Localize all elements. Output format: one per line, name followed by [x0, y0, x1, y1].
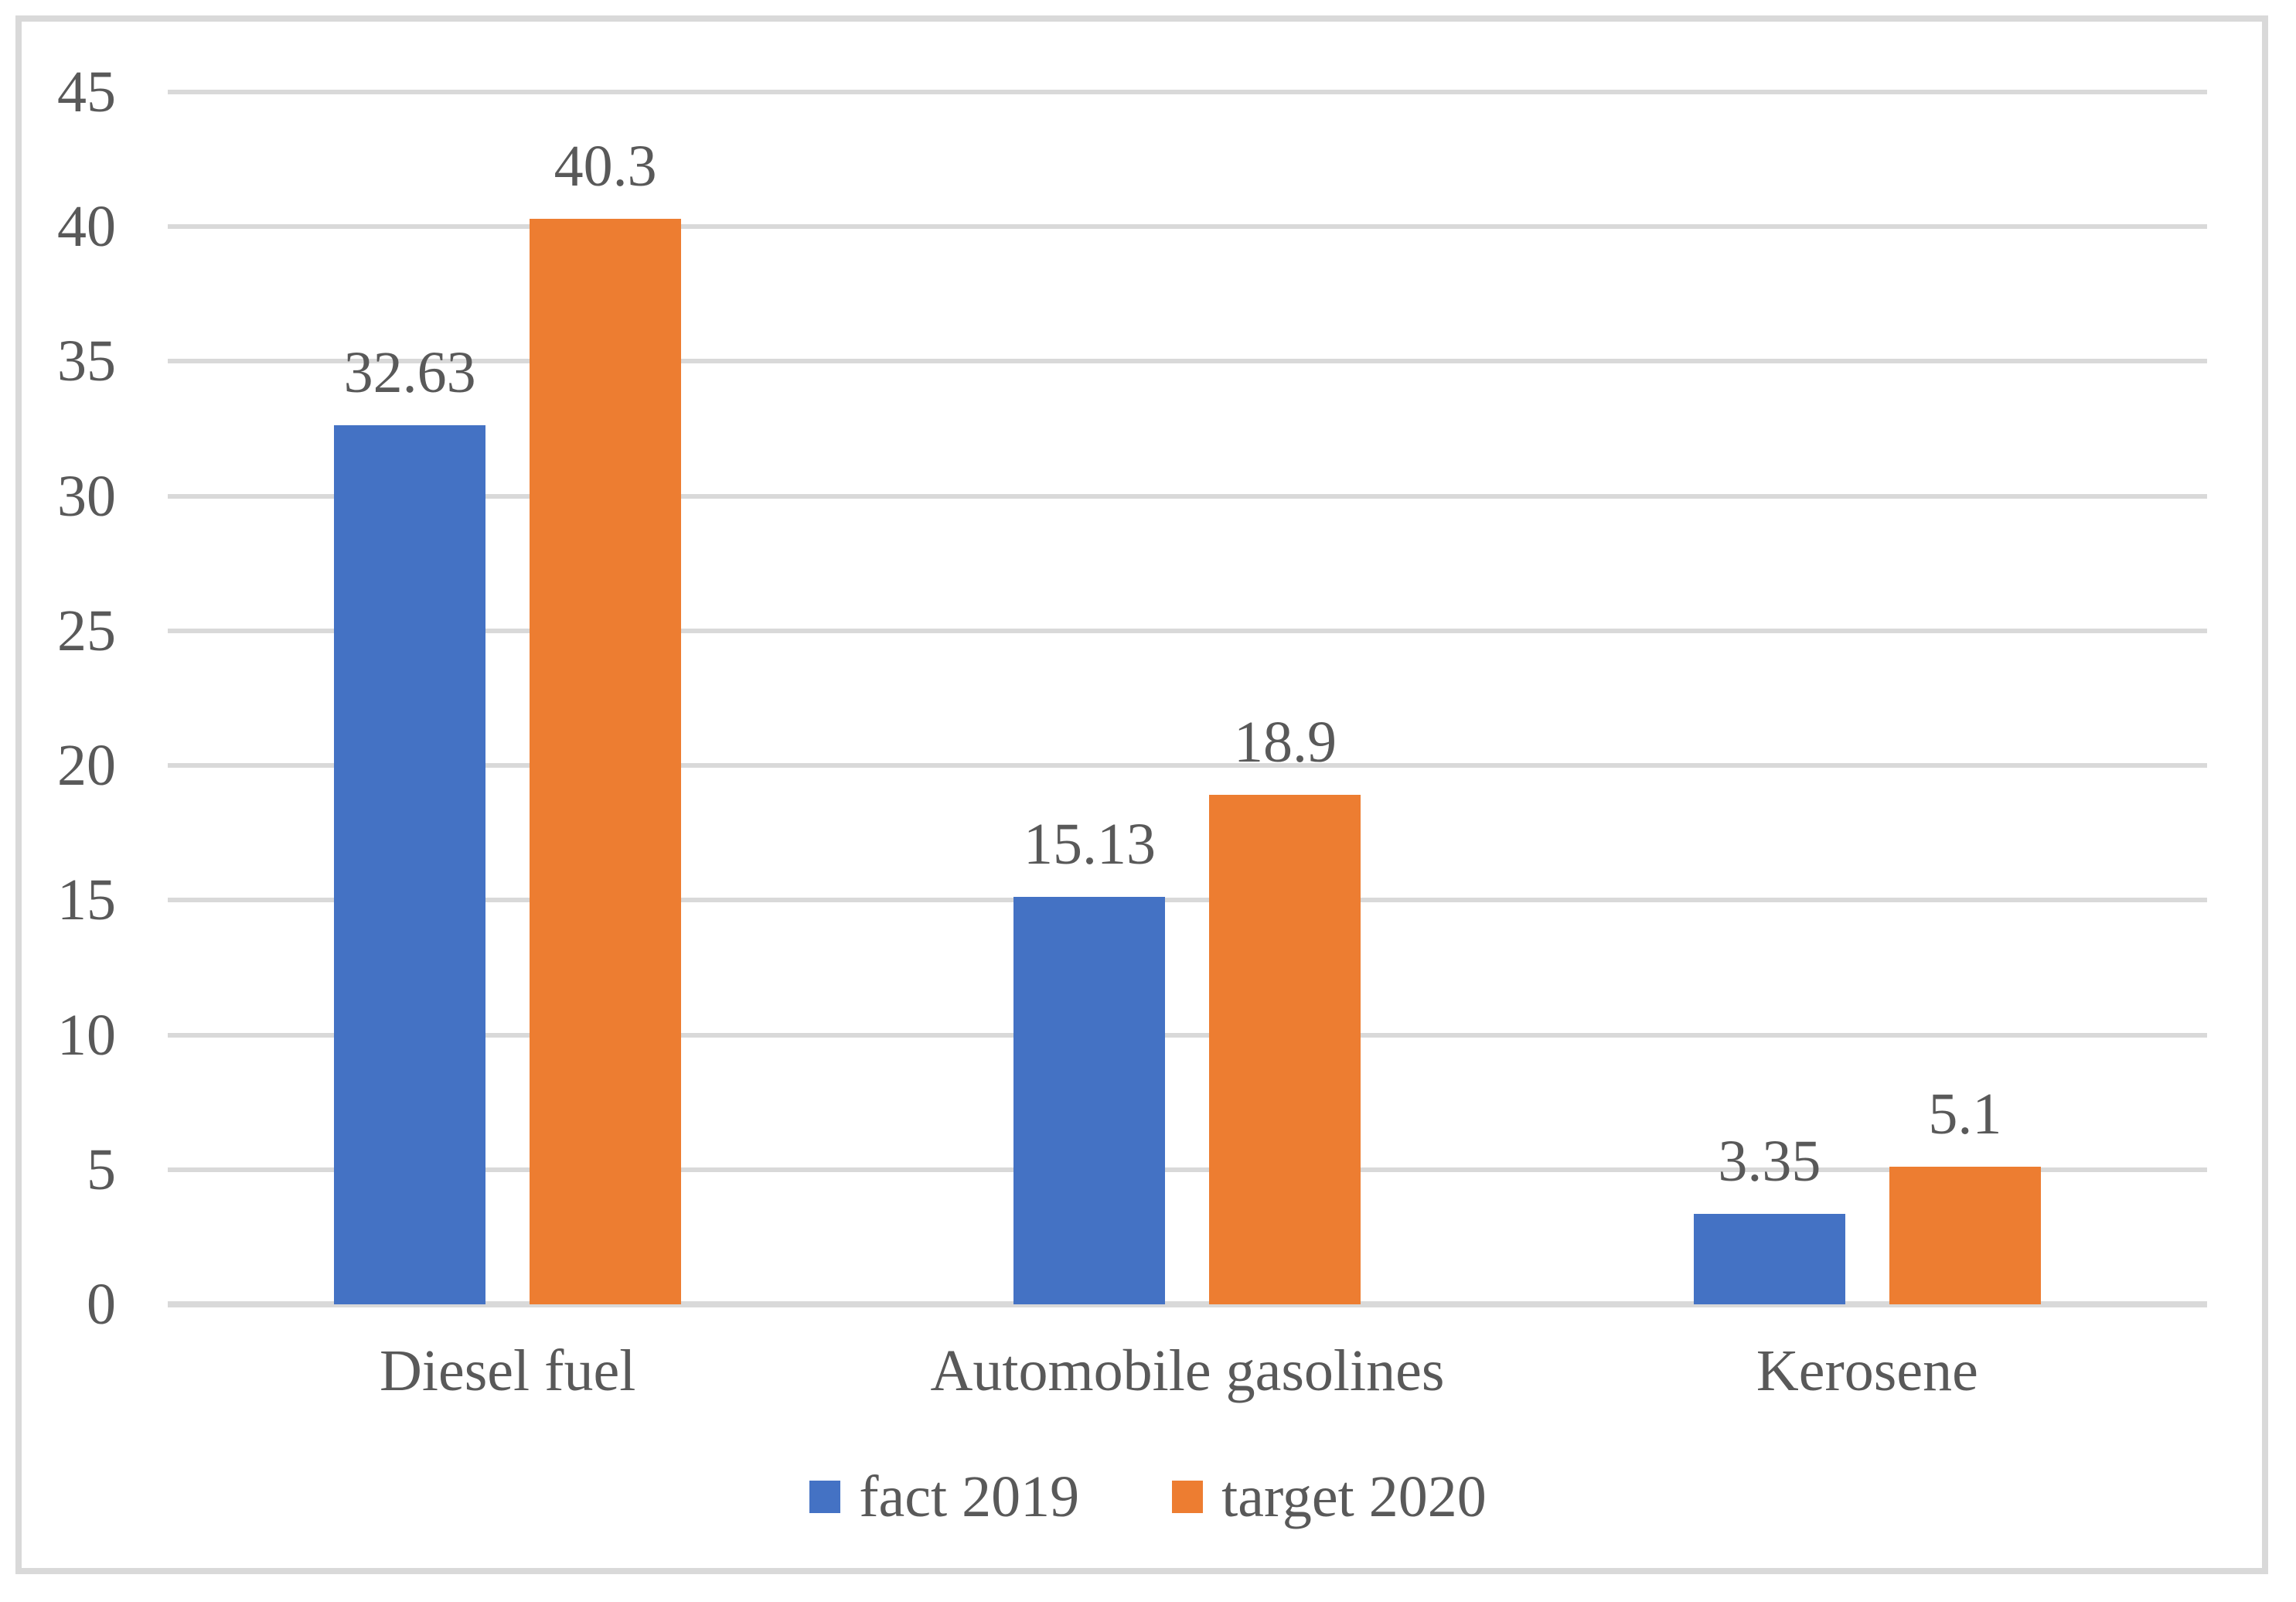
legend-swatch-icon: [809, 1481, 841, 1513]
data-label: 3.35: [1718, 1129, 1821, 1195]
y-tick-label: 30: [57, 463, 116, 529]
x-axis-category-labels: Diesel fuel Automobile gasolines Kerosene: [168, 1340, 2207, 1402]
data-label: 32.63: [343, 340, 476, 405]
legend-label: fact 2019: [859, 1464, 1080, 1529]
y-tick-label: 15: [57, 867, 116, 933]
gridline: [168, 359, 2207, 364]
gridline: [168, 628, 2207, 633]
category-label: Automobile gasolines: [930, 1338, 1445, 1403]
bar-target-2020: [1889, 1167, 2041, 1304]
bar-with-label: 3.35: [1693, 1129, 1845, 1304]
y-tick-label: 20: [57, 733, 116, 799]
category-label: Diesel fuel: [380, 1338, 636, 1403]
bar-with-label: 18.9: [1209, 711, 1361, 1304]
y-tick-label: 0: [87, 1272, 116, 1337]
gridline: [168, 90, 2207, 94]
bar-fact-2019: [1693, 1214, 1845, 1304]
legend-item: target 2020: [1172, 1466, 1487, 1528]
legend-swatch-icon: [1172, 1481, 1204, 1513]
gridline: [168, 1167, 2207, 1172]
chart-border-frame: [15, 15, 2268, 1574]
gridline: [168, 493, 2207, 499]
bar-groups: 32.63 40.3 15.13 18.9 3.35 5.1: [168, 92, 2207, 1304]
gridline: [168, 1032, 2207, 1038]
bar-with-label: 5.1: [1889, 1083, 2041, 1304]
bar-with-label: 40.3: [530, 133, 682, 1304]
y-tick-label: 35: [57, 329, 116, 394]
data-label: 18.9: [1233, 710, 1337, 775]
gridline: [168, 224, 2207, 230]
data-label: 15.13: [1023, 811, 1156, 877]
bar-target-2020: [530, 218, 682, 1304]
y-tick-label: 40: [57, 194, 116, 260]
y-tick-label: 25: [57, 598, 116, 663]
bar-with-label: 32.63: [334, 340, 486, 1304]
bar-fact-2019: [334, 425, 486, 1304]
y-tick-label: 45: [57, 60, 116, 124]
bar-group: 15.13 18.9: [847, 92, 1527, 1304]
gridline: [168, 898, 2207, 903]
bar-group: 3.35 5.1: [1528, 92, 2207, 1304]
legend-item: fact 2019: [809, 1466, 1079, 1528]
legend: fact 2019 target 2020: [0, 1458, 2296, 1536]
y-tick-label: 5: [87, 1137, 116, 1202]
plot-area: 32.63 40.3 15.13 18.9 3.35 5.1: [168, 90, 2207, 1307]
legend-label: target 2020: [1221, 1464, 1487, 1529]
bar-with-label: 15.13: [1013, 811, 1166, 1304]
y-tick-label: 10: [57, 1002, 116, 1068]
bar-fact-2019: [1013, 896, 1166, 1304]
gridline: [168, 1301, 2207, 1307]
bar-group: 32.63 40.3: [168, 92, 847, 1304]
data-label: 5.1: [1928, 1082, 2002, 1147]
gridline: [168, 763, 2207, 769]
data-label: 40.3: [554, 133, 657, 199]
bar-target-2020: [1209, 795, 1361, 1304]
category-label: Kerosene: [1756, 1338, 1978, 1403]
